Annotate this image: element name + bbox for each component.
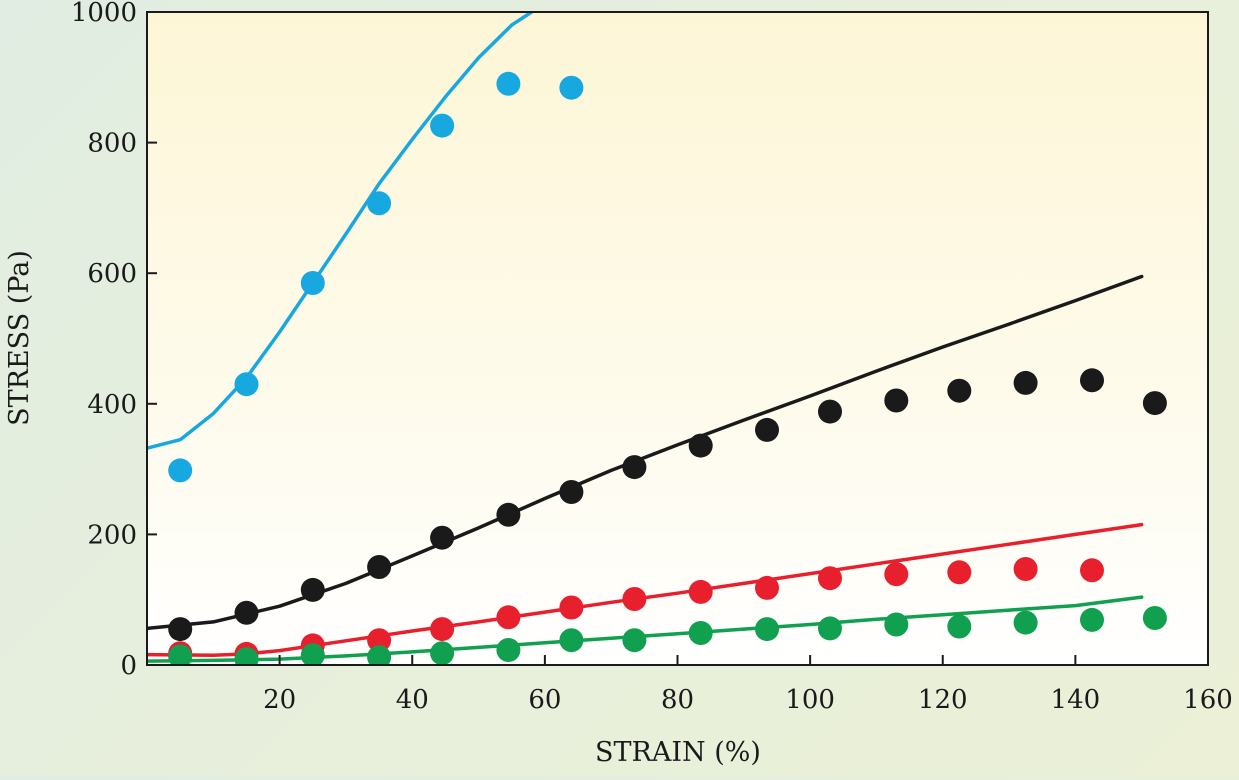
- y-tick-label: 600: [87, 259, 137, 289]
- series-3-point: [947, 560, 972, 585]
- series-2-point: [1080, 368, 1104, 393]
- series-1-point: [559, 75, 584, 100]
- series-4-point: [622, 628, 647, 653]
- series-2-point: [234, 600, 259, 625]
- series-4-point: [1142, 606, 1167, 630]
- x-tick-label: 140: [1051, 685, 1101, 715]
- series-2-point: [1142, 391, 1167, 416]
- series-3-point: [755, 575, 779, 600]
- x-tick-label: 100: [785, 685, 835, 715]
- series-3-point: [818, 566, 842, 591]
- y-axis-title: STRESS (Pa): [4, 250, 35, 426]
- series-4-point: [367, 645, 392, 665]
- series-3-point: [622, 587, 647, 611]
- series-3-point: [1013, 557, 1038, 581]
- series-2-point: [1013, 370, 1038, 395]
- series-4-point: [1080, 607, 1104, 632]
- series-2-point: [367, 555, 392, 579]
- y-tick-label: 400: [87, 390, 137, 420]
- series-2-point: [622, 455, 647, 480]
- y-tick-label: 0: [120, 651, 137, 681]
- series-3-point: [559, 595, 584, 620]
- x-tick-label: 160: [1183, 685, 1233, 715]
- series-1-point: [367, 191, 392, 216]
- series-2-point: [884, 388, 909, 413]
- series-4-point: [1013, 610, 1038, 635]
- series-2-point: [496, 502, 521, 527]
- y-tick-label: 800: [87, 129, 137, 159]
- series-1-point: [496, 71, 521, 96]
- series-4-point: [559, 628, 584, 653]
- series-1-point: [234, 372, 259, 397]
- series-4-point: [168, 644, 193, 665]
- x-tick-label: 40: [396, 685, 429, 715]
- x-axis-title: STRAIN (%): [595, 737, 761, 768]
- x-tick-label: 120: [918, 685, 968, 715]
- series-1-point: [168, 458, 193, 483]
- series-4-point: [234, 647, 259, 665]
- x-tick-label: 80: [661, 685, 694, 715]
- series-4-point: [818, 616, 842, 641]
- series-2-point: [818, 399, 842, 424]
- x-tick-label: 60: [528, 685, 561, 715]
- series-4-point: [496, 638, 521, 662]
- series-4-point: [300, 643, 325, 665]
- series-3-point: [1080, 558, 1104, 583]
- series-2-point: [430, 525, 455, 550]
- series-2-point: [688, 433, 713, 458]
- x-tick-label: 20: [263, 685, 296, 715]
- y-tick-label: 200: [87, 520, 137, 550]
- series-1-point: [430, 113, 455, 138]
- series-3-point: [430, 617, 455, 642]
- series-4-point: [688, 621, 713, 645]
- series-3-point: [688, 579, 713, 604]
- series-1-point: [300, 271, 325, 295]
- series-4-point: [430, 641, 455, 665]
- series-3-fit-line: [147, 522, 1144, 657]
- series-3-point: [367, 628, 392, 653]
- series-4-point: [755, 617, 779, 642]
- series-4-point: [947, 614, 972, 639]
- series-2-point: [755, 417, 779, 442]
- series-1-fit-line: [147, 12, 534, 450]
- plot-area: [147, 12, 1208, 665]
- series-2-point: [947, 378, 972, 403]
- series-2-point: [300, 577, 325, 602]
- series-2-point: [559, 480, 584, 504]
- y-tick-label: 1000: [71, 0, 137, 28]
- series-3-point: [884, 562, 909, 587]
- series-3-point: [496, 605, 521, 630]
- series-4-point: [884, 612, 909, 637]
- series-2-point: [168, 617, 193, 642]
